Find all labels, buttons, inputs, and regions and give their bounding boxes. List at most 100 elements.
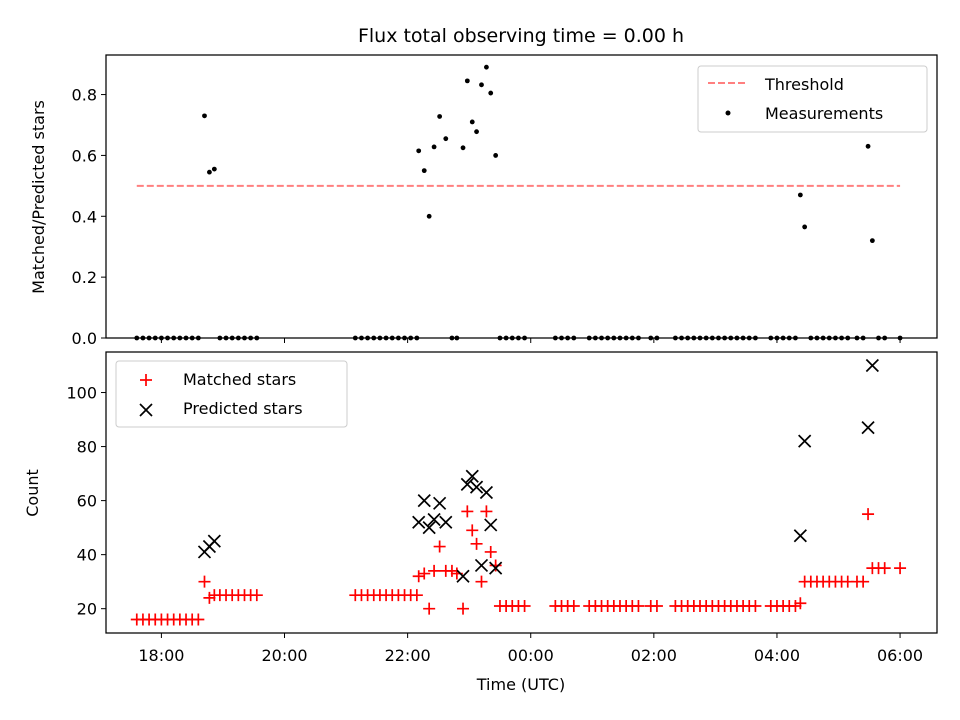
predicted-star-marker	[793, 529, 807, 543]
matched-star-marker	[457, 602, 470, 615]
matched-star-marker	[412, 570, 425, 583]
matched-star-marker	[475, 575, 488, 588]
matched-legend-label: Matched stars	[183, 370, 296, 389]
matched-star-marker	[878, 562, 891, 575]
bottom-y-tick-label: 100	[66, 384, 97, 403]
matched-star-marker	[862, 508, 875, 521]
matched-star-marker	[203, 591, 216, 604]
predicted-legend-swatch	[139, 403, 153, 417]
matched-star-marker	[484, 545, 497, 558]
measurement-point	[464, 78, 470, 84]
predicted-star-marker	[422, 521, 436, 535]
matched-star-marker	[789, 599, 802, 612]
x-tick-label: 18:00	[138, 646, 184, 665]
threshold-legend-label: Threshold	[764, 75, 844, 94]
matched-star-marker	[470, 537, 483, 550]
measurement-point	[443, 136, 449, 142]
matched-star-marker	[632, 599, 645, 612]
measurement-point	[460, 145, 466, 151]
count-axes: 20 40 60 80 100 18:00 20:00 22:00 00:00 02:00 04:0…	[66, 351, 938, 665]
top-y-tick-label: 0.4	[72, 207, 97, 226]
predicted-star-marker	[465, 469, 479, 483]
top-plot-frame	[105, 54, 938, 339]
predicted-star-marker	[412, 515, 426, 529]
matched-star-marker	[480, 505, 493, 518]
matched-star-marker	[567, 599, 580, 612]
bottom-y-tick-label: 60	[77, 492, 97, 511]
measurement-point	[493, 153, 499, 158]
measurement-point	[479, 82, 484, 88]
bottom-y-tick-label: 20	[77, 600, 97, 619]
predicted-star-marker	[433, 496, 447, 510]
matched-legend-swatch	[140, 374, 152, 386]
matched-star-marker	[749, 599, 762, 612]
matched-star-marker	[250, 589, 263, 602]
predicted-star-marker	[479, 485, 494, 500]
predicted-star-marker	[439, 515, 453, 529]
top-y-tick-label: 0.6	[72, 146, 97, 165]
predicted-star-marker	[460, 477, 474, 491]
measurement-point	[865, 143, 871, 149]
predicted-star-marker	[798, 434, 812, 448]
predicted-legend-label: Predicted stars	[183, 399, 303, 418]
top-legend: Threshold Measurements	[697, 65, 928, 133]
bottom-plot-frame	[105, 351, 938, 634]
predicted-star-marker	[427, 512, 441, 527]
matched-star-marker	[418, 567, 431, 580]
x-tick-label: 06:00	[877, 646, 923, 665]
measurement-point	[797, 192, 803, 198]
matched-star-marker	[518, 599, 531, 612]
matched-star-marker	[198, 575, 211, 588]
bottom-legend-frame	[115, 360, 348, 428]
bottom-legend: Matched stars Predicted stars	[115, 360, 348, 428]
measurement-point	[211, 166, 217, 172]
matched-star-marker	[489, 559, 502, 572]
matched-star-marker	[410, 589, 423, 602]
measurement-point	[488, 90, 494, 96]
x-axis-label: Time (UTC)	[476, 675, 565, 694]
matched-star-marker	[857, 575, 870, 588]
bottom-y-tick-label: 80	[77, 438, 97, 457]
x-tick-label: 02:00	[631, 646, 677, 665]
predicted-star-marker	[484, 518, 498, 532]
matched-star-marker	[433, 540, 446, 553]
predicted-star-marker	[861, 421, 875, 435]
predicted-star-marker	[207, 534, 221, 548]
bottom-y-tick-label: 40	[77, 546, 97, 565]
predicted-star-marker	[474, 558, 489, 573]
measurement-point	[416, 148, 422, 154]
measurement-point	[474, 129, 479, 135]
matched-star-marker	[650, 599, 663, 612]
measurement-point	[437, 114, 443, 119]
measurement-point	[802, 224, 808, 230]
top-legend-frame	[697, 65, 928, 133]
measurement-point	[431, 144, 437, 150]
measurement-point	[869, 238, 875, 244]
measurement-point	[421, 168, 427, 174]
predicted-star-marker	[469, 480, 484, 494]
matched-star-marker	[894, 562, 907, 575]
x-tick-label: 22:00	[385, 646, 431, 665]
matched-star-marker	[466, 524, 479, 537]
ratio-axes: 0.0 0.2 0.4 0.6 0.8	[72, 54, 938, 348]
matched-star-marker	[192, 613, 205, 626]
chart-title: Flux total observing time = 0.00 h	[358, 25, 684, 47]
x-tick-label: 00:00	[508, 646, 554, 665]
predicted-star-marker	[456, 569, 470, 583]
predicted-star-marker	[489, 561, 503, 575]
measurements-legend-swatch	[725, 110, 731, 116]
top-y-tick-label: 0.2	[72, 268, 97, 287]
top-y-axis-label: Matched/Predicted stars	[29, 100, 48, 294]
measurement-point	[426, 213, 432, 219]
matched-star-marker	[428, 564, 441, 577]
top-y-tick-label: 0.8	[72, 86, 97, 105]
predicted-star-marker	[417, 494, 431, 508]
measurement-point	[469, 119, 475, 125]
matched-star-marker	[445, 564, 458, 577]
bottom-y-axis-label: Count	[23, 469, 42, 517]
x-tick-label: 04:00	[754, 646, 800, 665]
measurement-point	[484, 64, 489, 70]
measurements-legend-label: Measurements	[765, 104, 883, 123]
predicted-star-marker	[865, 358, 879, 373]
